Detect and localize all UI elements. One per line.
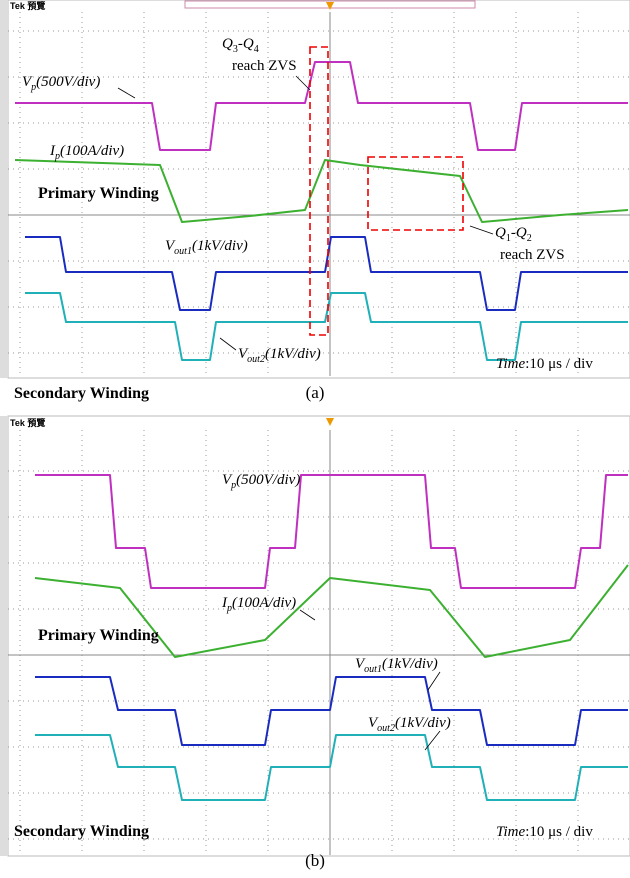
scope-label: Tek 預覽: [10, 417, 45, 428]
primary-label: Primary Winding: [38, 627, 159, 644]
scope-edge: [0, 416, 8, 856]
secondary-label: Secondary Winding: [14, 385, 149, 402]
caption: (a): [306, 383, 325, 402]
time-label: Time:10 μs / div: [496, 356, 593, 372]
scope-label: Tek 預覽: [10, 0, 45, 11]
zvs-note: reach ZVS: [500, 247, 565, 263]
secondary-label: Secondary Winding: [14, 823, 149, 840]
scope-edge: [0, 0, 8, 378]
time-label: Time:10 μs / div: [496, 824, 593, 840]
primary-label: Primary Winding: [38, 185, 159, 202]
figure: Tek 預覽 Tek 預覽 Vp(500V/div) Ip(100A/div) …: [0, 0, 630, 878]
caption: (b): [305, 851, 325, 870]
zvs-note: reach ZVS: [232, 58, 297, 74]
